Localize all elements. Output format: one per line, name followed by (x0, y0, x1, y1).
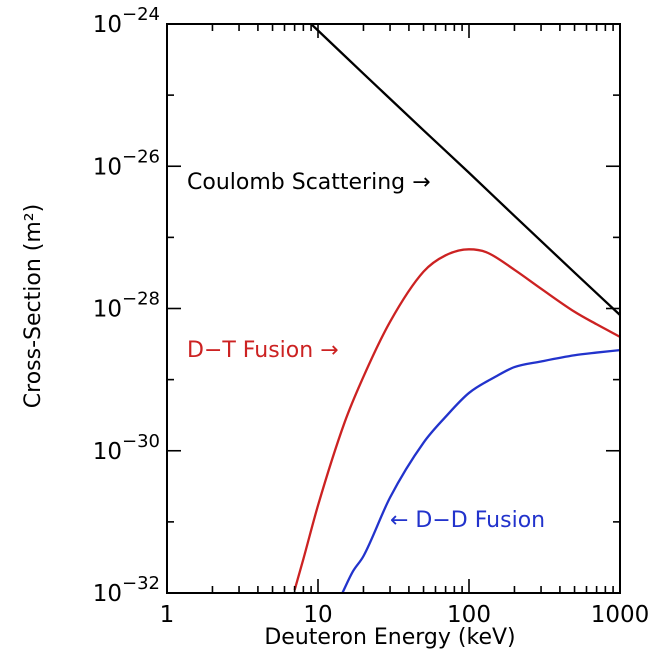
x-tick-label: 1 (160, 602, 175, 628)
y-axis-label: Cross-Section (m²) (21, 204, 46, 408)
y-tick-label: 10−32 (93, 573, 160, 607)
x-tick-label: 10 (303, 602, 332, 628)
dd-fusion-label: ← D−D Fusion (390, 508, 545, 533)
coulomb-scattering-label: Coulomb Scattering → (187, 170, 431, 195)
dd-fusion-line (341, 348, 620, 593)
x-tick-label: 1000 (591, 602, 650, 628)
x-tick-label: 100 (447, 602, 491, 628)
tick-labels: 1 10 100 1000 10−24 10−26 10−28 10−30 10−32 (93, 4, 650, 628)
dt-fusion-label: D−T Fusion → (187, 338, 339, 363)
y-tick-label: 10−24 (93, 4, 160, 38)
y-tick-label: 10−28 (93, 289, 160, 323)
coulomb-scattering-line (310, 24, 620, 316)
plot-lines (293, 24, 620, 593)
x-axis-label: Deuteron Energy (keV) (264, 625, 515, 650)
dt-fusion-line (293, 248, 620, 591)
y-tick-label: 10−30 (93, 431, 160, 465)
axis-ticks (166, 23, 621, 594)
y-tick-label: 10−26 (93, 146, 160, 180)
